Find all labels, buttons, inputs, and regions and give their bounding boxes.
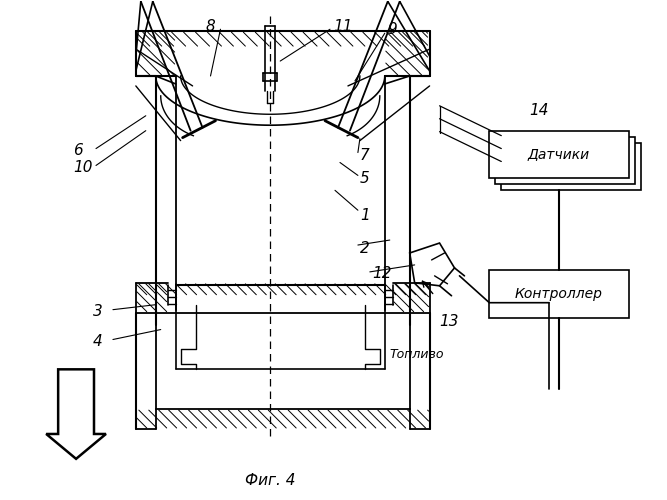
Text: 12: 12 [372, 266, 392, 281]
Text: 10: 10 [73, 160, 93, 175]
Polygon shape [410, 243, 454, 286]
Text: 2: 2 [360, 240, 370, 256]
Bar [496, 136, 635, 184]
Text: Топливо: Топливо [390, 348, 444, 361]
Text: 14: 14 [529, 104, 549, 118]
Text: 11: 11 [333, 18, 352, 34]
Text: 8: 8 [205, 18, 215, 34]
Bar [490, 130, 629, 178]
Text: 4: 4 [93, 334, 103, 349]
Bar [502, 142, 641, 190]
Text: Фиг. 4: Фиг. 4 [245, 473, 295, 488]
Polygon shape [46, 370, 106, 459]
Bar [490, 270, 629, 318]
Text: 7: 7 [360, 148, 370, 163]
Text: 1: 1 [360, 208, 370, 222]
Text: 5: 5 [360, 171, 370, 186]
Text: 13: 13 [440, 314, 459, 329]
Text: 3: 3 [93, 304, 103, 319]
Text: Контроллер: Контроллер [515, 287, 603, 301]
Text: Датчики: Датчики [528, 148, 590, 162]
Text: 6: 6 [73, 143, 83, 158]
Text: 9: 9 [388, 22, 398, 36]
